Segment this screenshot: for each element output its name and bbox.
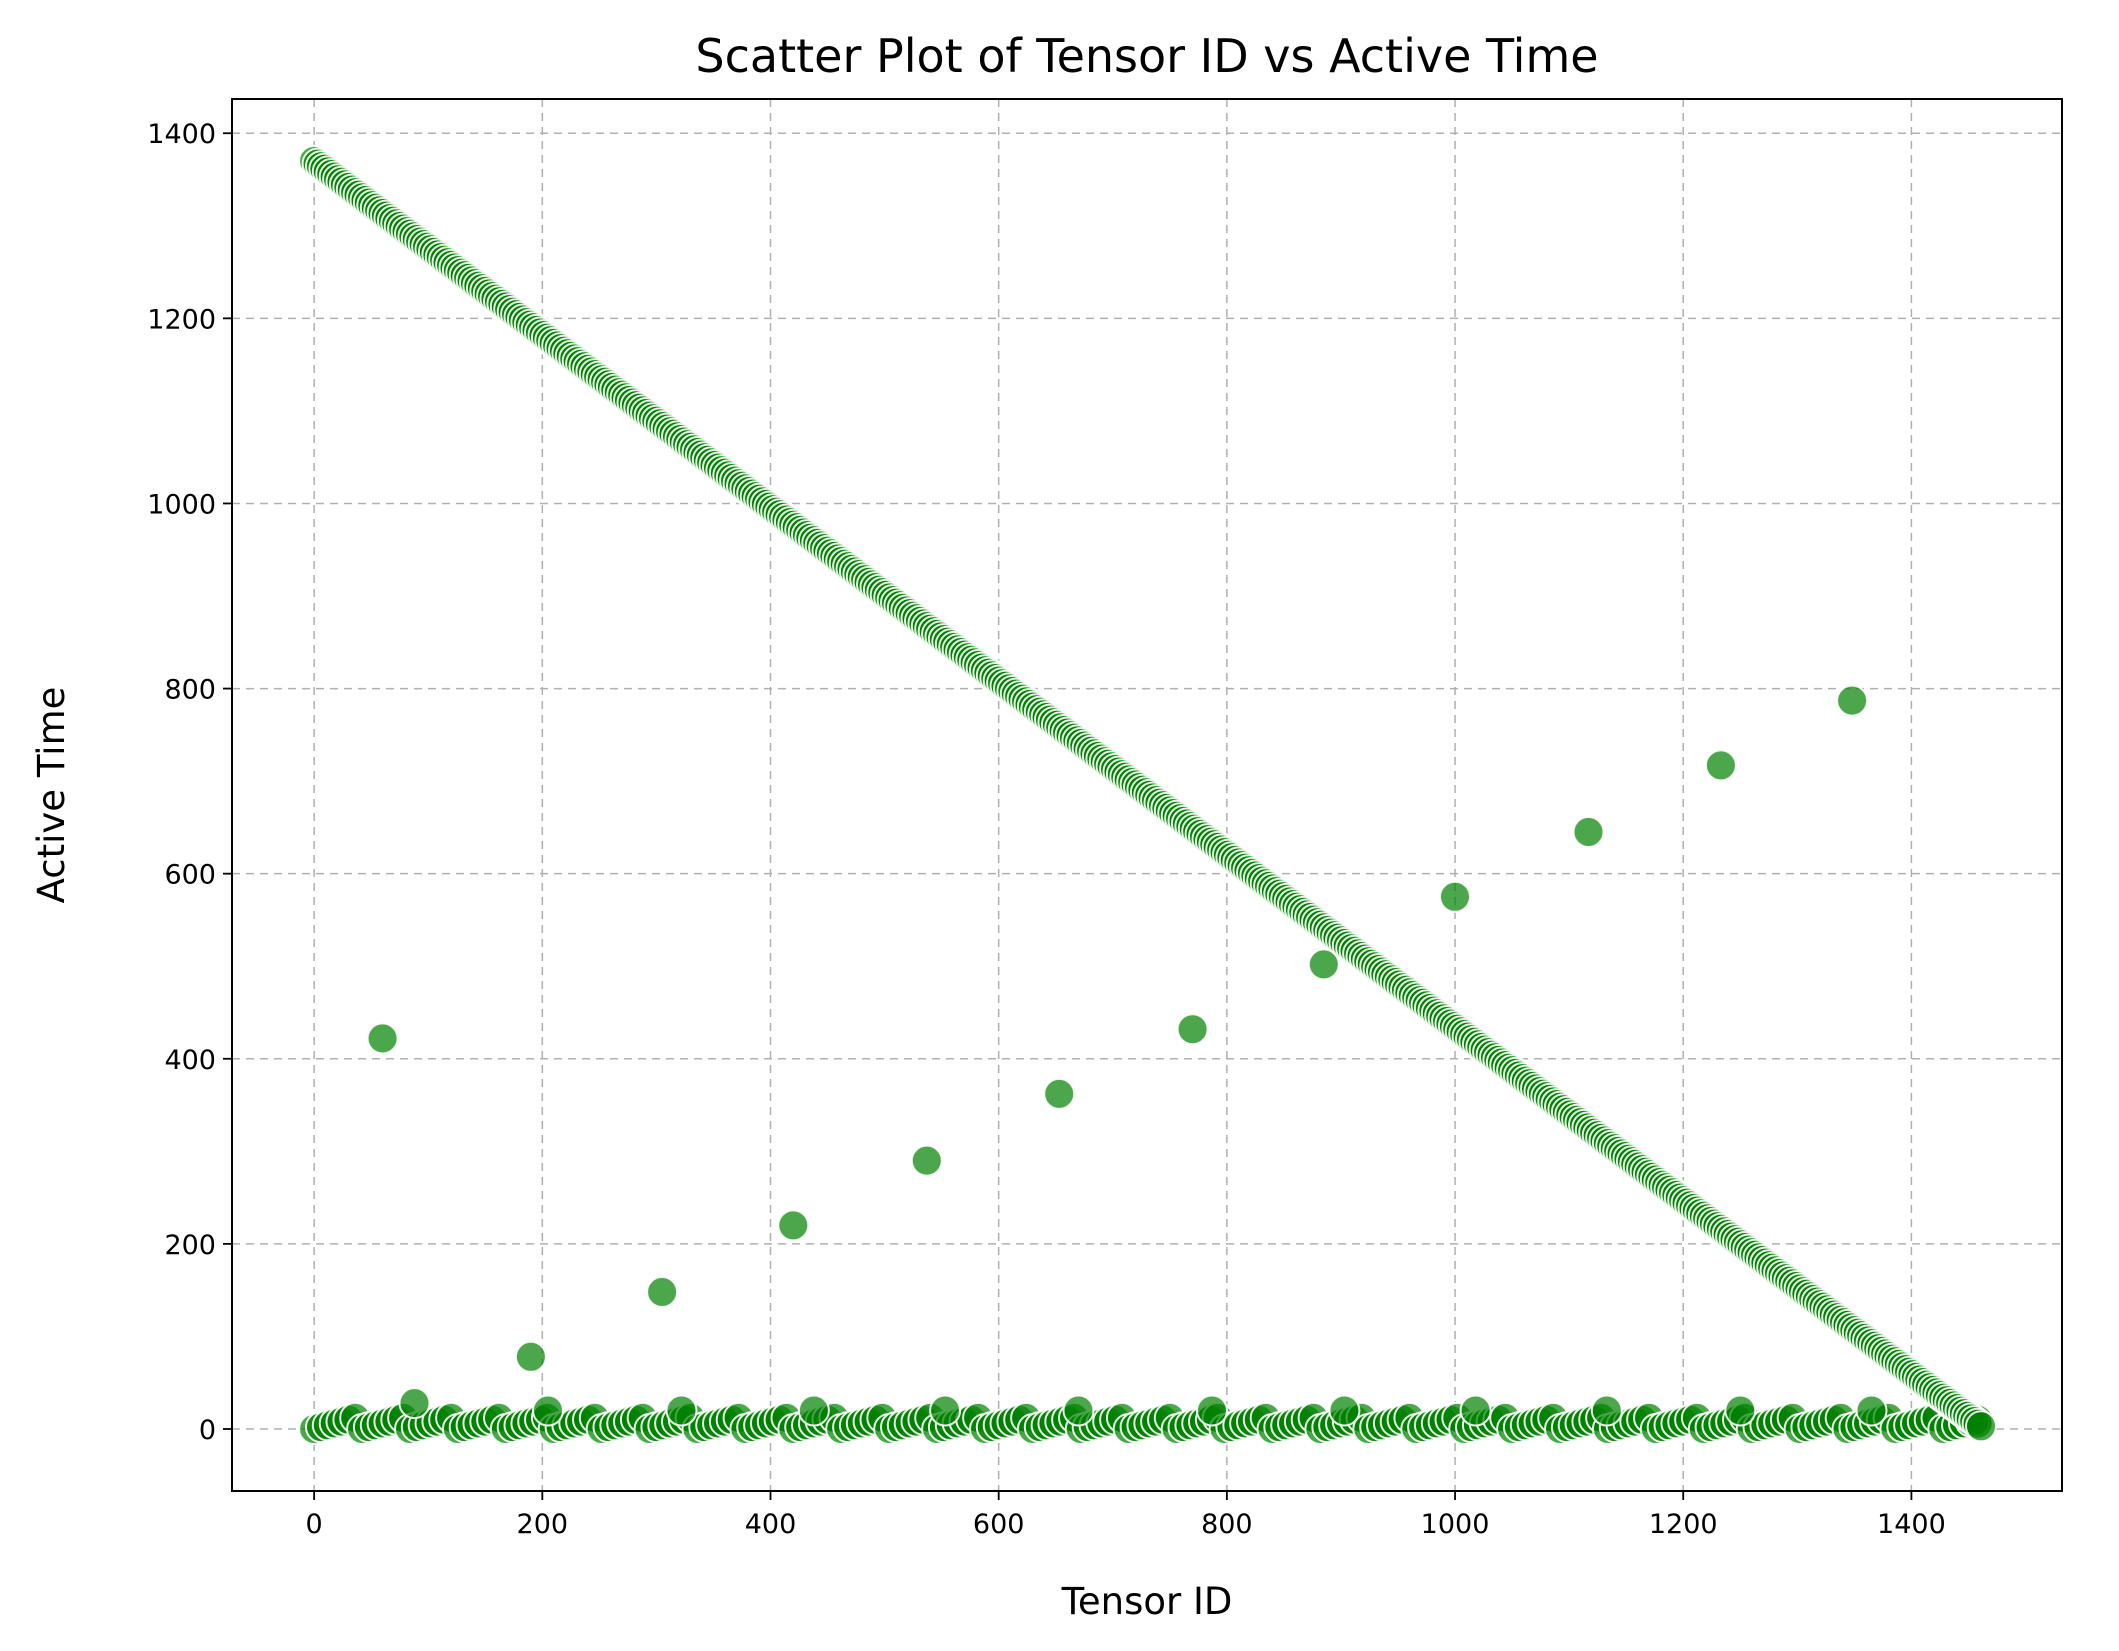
x-tick-label: 1000 — [1421, 1509, 1490, 1540]
scatter-point — [514, 1340, 547, 1373]
y-tick-label: 800 — [164, 675, 216, 706]
y-tick-label: 200 — [164, 1230, 216, 1261]
x-axis-ticks: 0 200 400 600 800 1000 1200 1400 — [306, 1491, 1946, 1540]
grid-lines — [232, 99, 2062, 1491]
plot-frame — [231, 98, 2063, 1492]
scatter-points — [298, 145, 1997, 1445]
x-tick-label: 400 — [745, 1509, 797, 1540]
scatter-point — [1176, 1013, 1209, 1046]
x-tick-label: 1200 — [1649, 1509, 1718, 1540]
scatter-point — [1307, 948, 1340, 981]
y-tick-label: 1400 — [147, 119, 216, 150]
y-axis-ticks: 0 200 400 600 800 1000 1200 1400 — [147, 119, 232, 1446]
x-tick-label: 1400 — [1877, 1509, 1946, 1540]
scatter-point — [1043, 1077, 1076, 1110]
scatter-point — [797, 1394, 830, 1427]
chart-title: Scatter Plot of Tensor ID vs Active Time — [695, 29, 1598, 83]
scatter-point — [1724, 1394, 1757, 1427]
scatter-point — [646, 1276, 679, 1308]
y-tick-label: 0 — [199, 1415, 216, 1446]
y-axis-title: Active Time — [30, 687, 73, 904]
x-tick-label: 600 — [973, 1509, 1025, 1540]
y-tick-label: 400 — [164, 1045, 216, 1076]
scatter-point — [398, 1387, 431, 1420]
scatter-point — [1439, 880, 1471, 913]
scatter-point — [665, 1394, 698, 1427]
scatter-point — [1328, 1394, 1361, 1427]
x-tick-label: 800 — [1201, 1509, 1253, 1540]
scatter-point — [532, 1394, 564, 1427]
scatter-point — [910, 1144, 943, 1177]
scatter-point — [1572, 816, 1605, 848]
y-tick-label: 1200 — [147, 304, 216, 335]
scatter-point — [1836, 684, 1869, 717]
scatter-point — [1196, 1394, 1228, 1427]
x-axis-title: Tensor ID — [1061, 1580, 1233, 1623]
scatter-point — [929, 1394, 962, 1427]
scatter-point — [1459, 1394, 1492, 1427]
scatter-point — [1062, 1394, 1095, 1427]
y-tick-label: 1000 — [147, 489, 216, 520]
scatter-point — [777, 1209, 810, 1242]
scatter-point — [1855, 1394, 1888, 1427]
scatter-point — [1704, 749, 1737, 782]
scatter-point — [366, 1022, 399, 1055]
scatter-point — [1590, 1394, 1623, 1427]
y-tick-label: 600 — [164, 860, 216, 891]
scatter-point — [1965, 1410, 1997, 1443]
x-tick-label: 200 — [517, 1509, 569, 1540]
x-tick-label: 0 — [306, 1509, 323, 1540]
